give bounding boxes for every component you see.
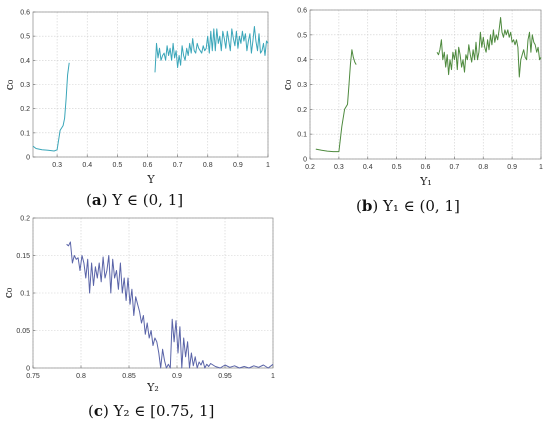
x-tick-label: 0.85	[122, 373, 136, 380]
x-tick-label: 0.7	[173, 162, 183, 169]
x-tick-label: 0.3	[52, 162, 62, 169]
y-tick-label: 0.2	[297, 107, 307, 114]
y-tick-label: 0.1	[20, 130, 30, 137]
y-tick-label: 0.6	[20, 10, 30, 17]
x-tick-label: 0.3	[334, 164, 344, 171]
x-tick-label: 0.8	[76, 373, 86, 380]
x-tick-label: 0.6	[421, 164, 431, 171]
x-tick-label: 0.7	[450, 164, 460, 171]
y-tick-label: 0	[26, 366, 30, 373]
x-tick-label: 1	[266, 162, 270, 169]
x-tick-label: 0.2	[305, 164, 315, 171]
x-tick-label: 0.8	[478, 164, 488, 171]
y-tick-label: 0.1	[297, 132, 307, 139]
series-line-segment-1	[315, 49, 357, 153]
x-axis-label: Υ₂	[146, 381, 159, 394]
x-tick-label: 0.9	[507, 164, 517, 171]
y-tick-label: 0.3	[297, 82, 307, 89]
y-axis-label: c₀	[2, 287, 15, 298]
x-tick-label: 0.95	[218, 373, 232, 380]
series-line-segment-2	[436, 17, 542, 78]
y-tick-label: 0.5	[297, 32, 307, 39]
x-tick-label: 0.9	[233, 162, 243, 169]
y-tick-label: 0.05	[16, 328, 30, 335]
y-tick-label: 0.4	[297, 57, 307, 64]
x-tick-label: 0.6	[143, 162, 153, 169]
x-axis-label: Υ₁	[419, 175, 432, 188]
x-tick-label: 1	[271, 373, 275, 380]
y-axis-label: c₀	[3, 79, 16, 90]
y-axis-label: c₀	[281, 79, 294, 90]
y-tick-label: 0.2	[20, 106, 30, 113]
series-line-segment-1	[32, 62, 70, 152]
series-line-segment-2	[154, 26, 269, 73]
x-axis-label: Υ	[146, 173, 155, 186]
x-tick-label: 0.5	[392, 164, 402, 171]
x-tick-label: 0.4	[363, 164, 373, 171]
y-tick-label: 0.15	[16, 253, 30, 260]
y-tick-label: 0.4	[20, 58, 30, 65]
y-tick-label: 0.5	[20, 34, 30, 41]
x-tick-label: 0.75	[26, 373, 40, 380]
x-tick-label: 0.9	[172, 373, 182, 380]
y-tick-label: 0.2	[20, 216, 30, 223]
x-tick-label: 0.8	[203, 162, 213, 169]
y-tick-label: 0.1	[20, 291, 30, 298]
y-tick-label: 0.3	[20, 82, 30, 89]
x-tick-label: 1	[539, 164, 543, 171]
y-tick-label: 0.6	[297, 8, 307, 15]
x-tick-label: 0.4	[82, 162, 92, 169]
caption-b: (b) Υ₁ ∈ (0, 1]	[356, 197, 460, 215]
y-tick-label: 0	[26, 155, 30, 162]
caption-a: (a) Υ ∈ (0, 1]	[86, 191, 184, 209]
y-tick-label: 0	[303, 157, 307, 164]
series-line-segment-1	[66, 241, 274, 369]
x-tick-label: 0.5	[112, 162, 122, 169]
caption-c: (c) Υ₂ ∈ [0.75, 1]	[88, 402, 215, 420]
